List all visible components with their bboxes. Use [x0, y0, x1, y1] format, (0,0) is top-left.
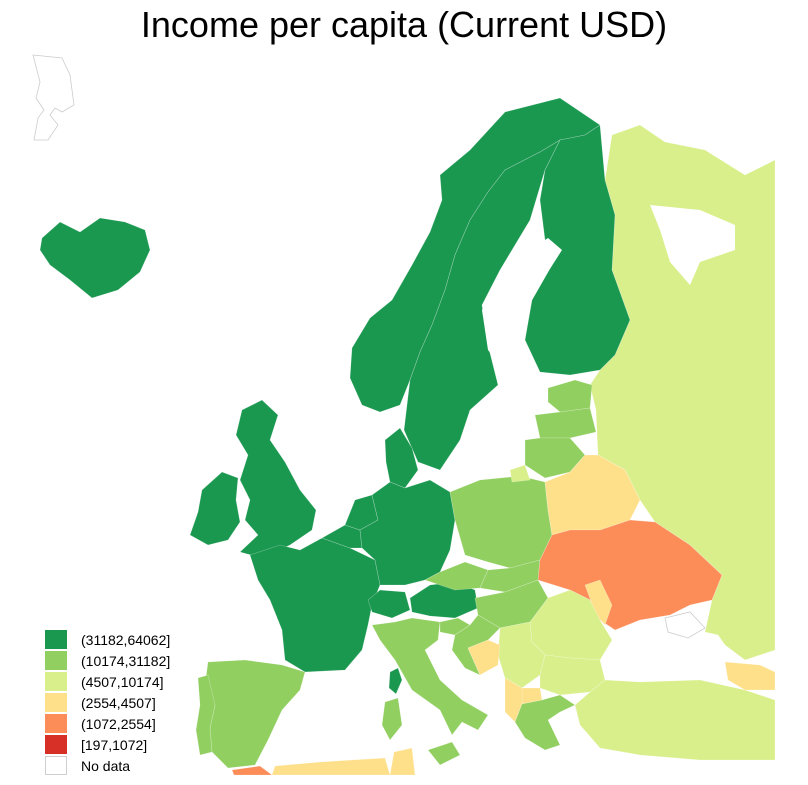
legend-item: (10174,31182]: [45, 650, 170, 671]
legend-label: No data: [81, 757, 131, 774]
region-switzerland: [367, 589, 411, 619]
legend-swatch: [45, 651, 67, 670]
region-sicily: [427, 741, 461, 766]
legend-label: (4507,10174]: [81, 673, 164, 690]
legend-item: (31182,64062]: [45, 629, 170, 650]
legend-label: (2554,4507]: [81, 694, 156, 711]
legend-label: (1072,2554]: [81, 715, 156, 732]
region-turkey: [574, 679, 776, 761]
region-latvia: [534, 407, 597, 439]
region-corsica: [388, 667, 403, 695]
region-algeria: [271, 757, 391, 776]
region-sardinia: [381, 697, 403, 741]
legend-swatch: [45, 756, 67, 775]
region-kaliningrad: [509, 464, 531, 483]
region-denmark: [384, 427, 419, 489]
region-portugal: [195, 674, 216, 756]
legend-item: No data: [45, 755, 170, 776]
region-georgia: [724, 661, 776, 691]
region-france: [249, 537, 381, 673]
region-crimea: [664, 611, 706, 639]
legend-swatch: [45, 693, 67, 712]
legend-label: [197,1072]: [81, 736, 148, 753]
region-estonia: [547, 379, 593, 413]
region-greenland: [32, 54, 75, 141]
legend-label: (10174,31182]: [81, 652, 171, 669]
region-spain: [204, 659, 306, 769]
region-ireland: [189, 471, 241, 546]
map-title: Income per capita (Current USD): [140, 4, 668, 45]
gulf-of-bothnia: [482, 238, 562, 372]
region-poland: [449, 475, 553, 569]
legend-item: (4507,10174]: [45, 671, 170, 692]
legend-swatch: [45, 735, 67, 754]
legend-label: (31182,64062]: [81, 631, 171, 648]
region-tunisia: [389, 747, 416, 776]
legend-swatch: [45, 714, 67, 733]
region-italy: [371, 617, 489, 736]
legend-item: [197,1072]: [45, 734, 170, 755]
region-morocco: [231, 765, 273, 776]
legend-swatch: [45, 672, 67, 691]
region-iceland: [39, 217, 151, 299]
region-sweden: [403, 139, 561, 471]
region-ukraine: [537, 519, 723, 631]
legend-item: (2554,4507]: [45, 692, 170, 713]
legend: (31182,64062] (10174,31182] (4507,10174]…: [45, 629, 170, 776]
region-greece: [514, 694, 576, 751]
white-sea: [650, 205, 735, 285]
region-united-kingdom: [235, 399, 317, 559]
legend-item: (1072,2554]: [45, 713, 170, 734]
legend-swatch: [45, 630, 67, 649]
region-bosnia: [467, 639, 501, 676]
